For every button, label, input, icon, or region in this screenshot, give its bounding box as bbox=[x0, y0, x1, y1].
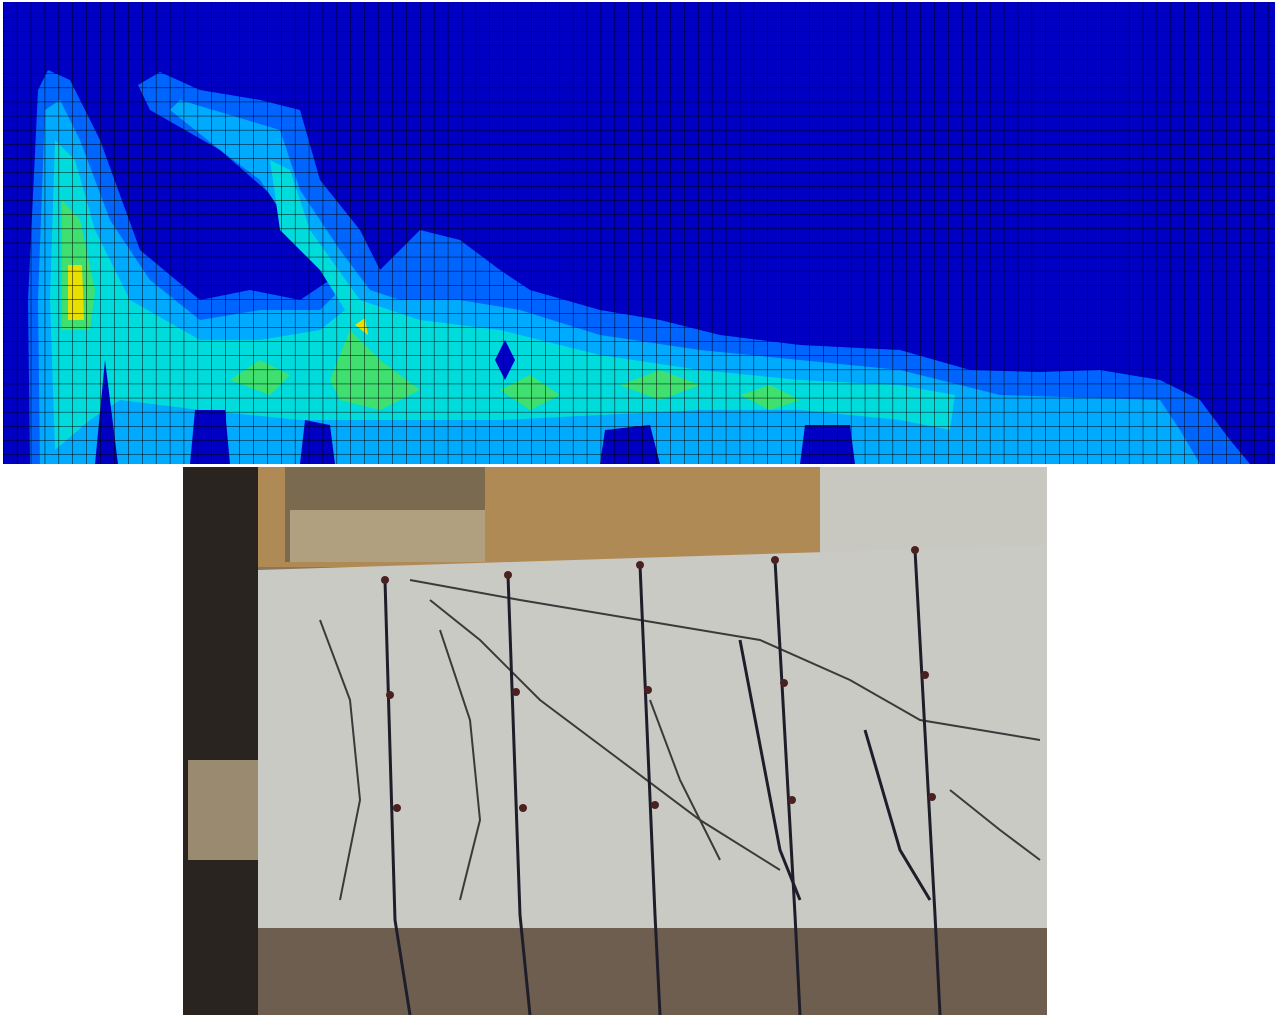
beam-photo bbox=[183, 467, 1047, 1015]
contour-plot bbox=[3, 2, 1275, 464]
column bbox=[183, 467, 258, 1015]
mesh-grid bbox=[3, 2, 1275, 464]
base bbox=[258, 928, 1047, 1015]
figure bbox=[0, 0, 1279, 1015]
load-plate bbox=[290, 510, 485, 562]
page: (() => { const data = JSON.parse(documen… bbox=[0, 0, 1279, 1015]
